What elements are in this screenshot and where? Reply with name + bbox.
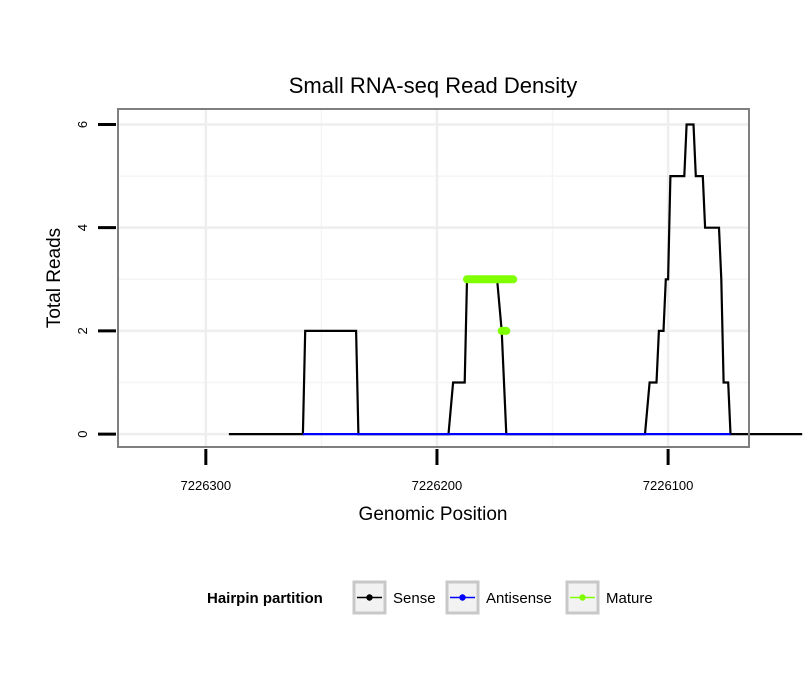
legend-label-mature: Mature (606, 590, 653, 607)
x-tick-label: 7226100 (643, 478, 694, 493)
plot-area: 0 2 4 6 7226300 7226200 7226100 (75, 108, 803, 493)
legend-title: Hairpin partition (207, 590, 323, 607)
y-tick-label: 4 (75, 224, 90, 231)
legend-key-point-sense (366, 594, 373, 601)
legend: Hairpin partition Sense Antisense Mature (207, 580, 653, 615)
y-axis-title: Total Reads (44, 228, 65, 328)
legend-label-antisense: Antisense (486, 590, 552, 607)
chart-title: Small RNA-seq Read Density (289, 73, 578, 98)
x-axis-title: Genomic Position (359, 504, 508, 525)
series-line-sense (228, 123, 803, 436)
legend-label-sense: Sense (393, 590, 436, 607)
x-tick-label: 7226200 (412, 478, 463, 493)
legend-key-point-antisense (459, 594, 466, 601)
x-tick-label: 7226300 (181, 478, 232, 493)
plot-background (118, 109, 749, 447)
y-tick-label: 2 (75, 327, 90, 334)
y-tick-label: 0 (75, 430, 90, 437)
y-tick-label: 6 (75, 121, 90, 128)
plot-border (117, 108, 750, 448)
legend-key-point-mature (579, 594, 586, 601)
